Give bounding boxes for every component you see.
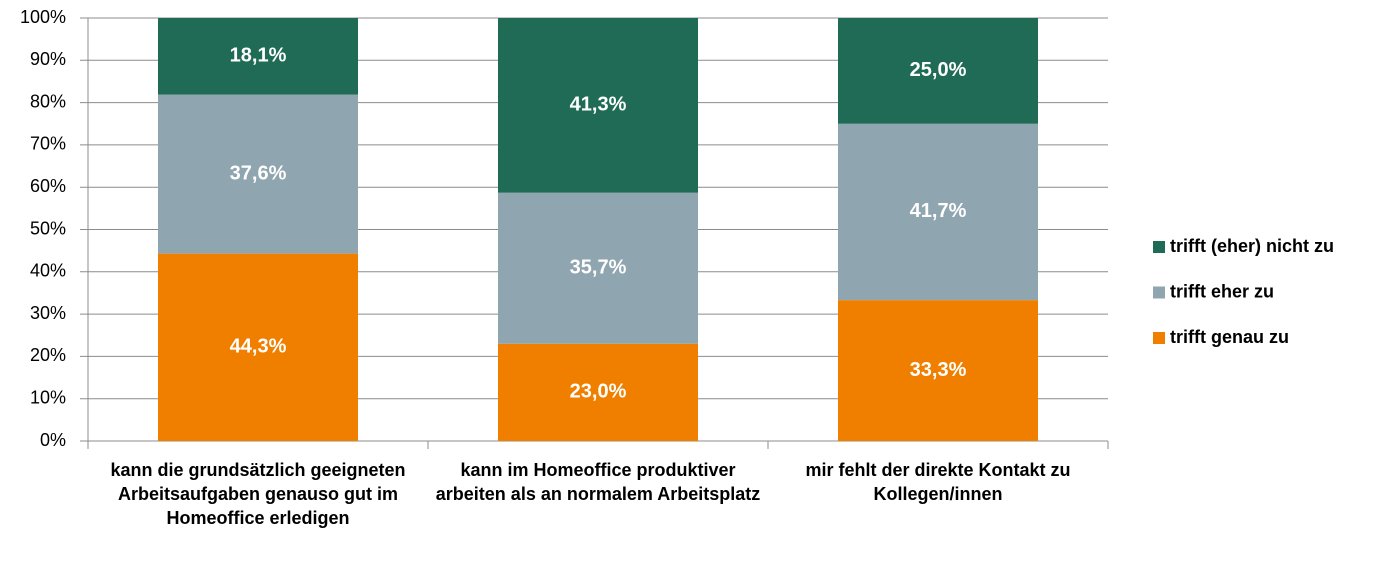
y-tick-label: 50% <box>30 218 66 238</box>
legend-swatch <box>1153 286 1165 299</box>
y-tick-label: 70% <box>30 134 66 154</box>
value-label: 23,0% <box>570 381 627 403</box>
value-label: 33,3% <box>910 359 967 381</box>
x-tick-label: kann im Homeoffice produktiver arbeiten … <box>435 460 761 504</box>
bar-segment <box>158 18 358 95</box>
y-tick-label: 0% <box>40 430 66 450</box>
bar-segment <box>838 123 1038 301</box>
y-tick-label: 80% <box>30 91 66 111</box>
y-tick-label: 30% <box>30 303 66 323</box>
bar-segment <box>838 18 1038 124</box>
value-label: 35,7% <box>570 256 627 278</box>
legend-label: trifft (eher) nicht zu <box>1170 236 1334 256</box>
bar-segment <box>498 18 698 193</box>
y-tick-label: 100% <box>20 7 66 27</box>
value-label: 25,0% <box>910 59 967 81</box>
y-tick-label: 20% <box>30 345 66 365</box>
legend-label: trifft genau zu <box>1170 327 1289 347</box>
value-label: 37,6% <box>230 162 287 184</box>
x-tick-label: kann die grundsätzlich geeigneten Arbeit… <box>110 460 406 528</box>
y-tick-label: 90% <box>30 49 66 69</box>
legend-label: trifft eher zu <box>1170 281 1274 301</box>
legend-swatch <box>1153 332 1165 344</box>
bar-segment <box>498 343 698 441</box>
legend-swatch <box>1153 241 1165 253</box>
bar-segment <box>158 253 358 441</box>
value-label: 41,3% <box>570 94 627 116</box>
y-tick-label: 10% <box>30 387 66 407</box>
bar-segment <box>838 300 1038 441</box>
value-label: 18,1% <box>230 45 287 67</box>
y-tick-label: 40% <box>30 261 66 281</box>
value-label: 41,7% <box>910 200 967 222</box>
value-label: 44,3% <box>230 336 287 358</box>
bar-segment <box>158 94 358 254</box>
x-tick-label: mir fehlt der direkte Kontakt zu Kollege… <box>805 460 1071 504</box>
bar-segment <box>498 192 698 344</box>
y-tick-label: 60% <box>30 176 66 196</box>
